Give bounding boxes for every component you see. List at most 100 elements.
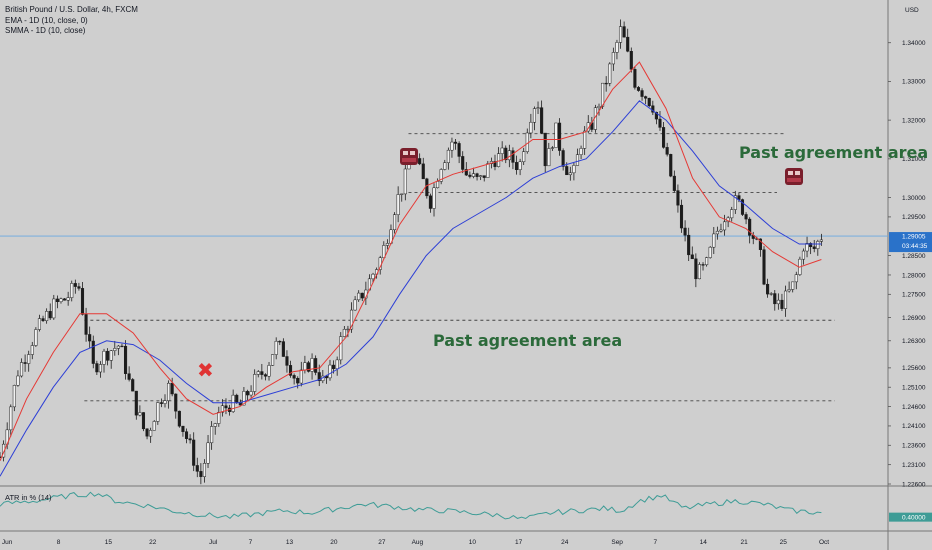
candle-body [640,90,644,97]
candle-body [274,340,278,355]
candle-body [740,199,745,215]
candle-body [461,156,465,170]
candle-body [694,258,698,280]
candle-body [421,163,425,180]
candle-body [672,175,676,191]
time-tick-label: 14 [700,539,708,546]
time-tick-label: 10 [469,539,477,546]
ema-legend: EMA - 1D (10, close, 0) [5,15,88,25]
candle-body [170,382,174,395]
candle-body [536,107,540,109]
chart-legend: British Pound / U.S. Dollar, 4h, FXCM EM… [5,5,138,37]
candle-body [708,246,712,258]
candle-body [457,143,461,157]
time-tick-label: 20 [330,539,338,546]
candle-body [683,227,687,236]
candle-body [134,390,138,416]
candle-body [504,147,508,161]
candle-body [565,166,569,176]
candle-body [604,82,608,85]
candle-body [149,429,153,437]
price-tick-label: 1.29500 [902,214,926,221]
time-tick-label: 27 [378,539,386,546]
candle-body [561,150,565,167]
smma-line [0,100,822,477]
time-tick-label: Jul [209,539,218,546]
candle-body [55,298,59,303]
candle-body [766,283,770,295]
candle-body [679,204,684,229]
atr-line [0,491,822,520]
candle-body [12,385,16,408]
candle-body [192,439,196,466]
candle-body [91,340,95,364]
candle-body [701,264,705,266]
price-tick-label: 1.25600 [902,365,926,372]
candle-body [597,106,601,108]
candle-body [514,162,519,170]
candle-body [479,175,483,177]
candle-body [113,348,117,351]
atr-label: ATR in % (14) [5,493,52,502]
candle-body [314,358,318,373]
candle-body [95,363,99,373]
time-tick-label: 7 [249,539,253,546]
candle-body [37,318,42,330]
candle-body [744,214,748,220]
level-lines [84,133,835,402]
price-tick-label: 1.26300 [902,338,926,345]
candle-body [575,154,580,166]
candle-body [622,26,626,38]
time-tick-label: 24 [561,539,569,546]
candle-body [579,148,583,155]
candle-body [787,289,791,292]
candle-body [271,354,275,366]
candle-body [687,234,691,256]
candle-body [497,153,501,167]
price-tick-label: 1.30000 [902,195,926,202]
candle-body [152,421,156,431]
candle-body [665,147,669,155]
time-tick-label: Oct [819,539,829,546]
candle-body [676,190,680,206]
time-tick-label: Sep [611,539,623,546]
candle-body [486,163,490,178]
price-tick-label: 1.23100 [902,462,926,469]
candle-body [540,107,544,134]
candle-body [658,118,662,128]
candle-body [511,150,515,163]
candle-body [558,122,562,151]
price-tick-label: 1.32000 [902,117,926,124]
last-price-value: 1.29005 [902,234,926,241]
candle-body [9,406,13,431]
candle-body [654,111,658,120]
price-axis: 1.22600 1.23100 1.23600 1.24100 1.24600 1.251… [888,40,926,488]
candle-body [493,161,497,167]
candle-body [159,402,163,404]
candle-body [120,345,124,348]
candle-body [385,243,389,246]
candle-body [554,122,558,148]
candle-body [425,178,429,197]
candle-body [794,274,798,283]
candle-body [450,141,454,151]
candle-body [471,173,476,177]
price-tick-label: 1.31000 [902,156,926,163]
candle-body [202,463,207,477]
ema-line [0,61,822,461]
candle-body [292,375,296,379]
candle-body [762,249,766,285]
candle-body [127,373,131,380]
candle-body [482,175,486,178]
candle-body [353,299,357,311]
candle-body [357,292,361,301]
candle-body [418,158,422,165]
candle-body [66,297,70,301]
candle-body [224,405,228,409]
price-tick-label: 1.33000 [902,79,926,86]
candle-body [184,431,189,439]
candle-body [791,281,795,290]
candle-body [432,187,436,209]
candle-body [63,298,67,301]
